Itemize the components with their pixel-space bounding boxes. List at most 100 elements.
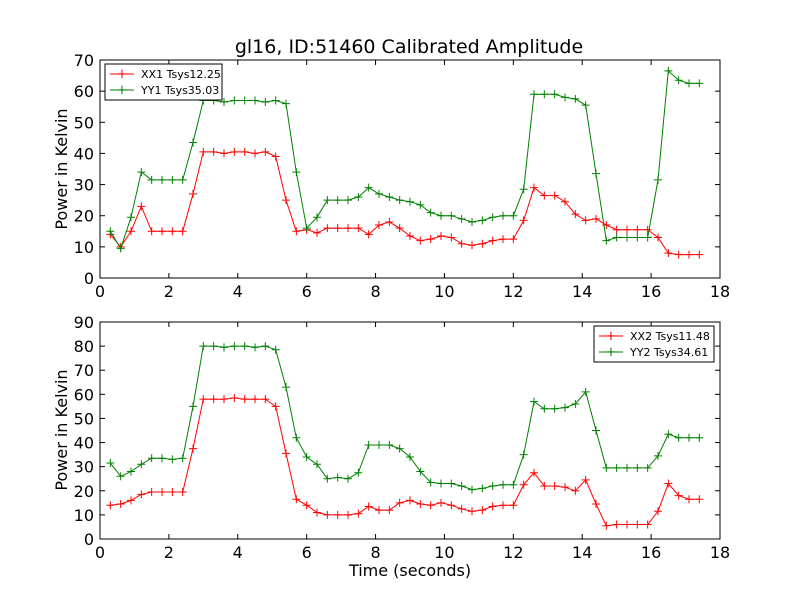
data-point: [478, 216, 487, 225]
y-tick-label: 10: [74, 506, 94, 525]
x-tick-label: 0: [95, 543, 105, 562]
data-point: [468, 241, 476, 250]
data-point: [447, 479, 456, 488]
x-tick-label: 16: [641, 282, 661, 301]
x-tick-label: 16: [641, 543, 661, 562]
data-point: [406, 231, 414, 240]
data-point: [385, 217, 394, 226]
data-point: [406, 453, 414, 462]
data-point: [251, 343, 259, 352]
data-point: [643, 463, 652, 472]
data-point: [333, 196, 342, 205]
data-point: [499, 211, 507, 220]
data-point: [571, 210, 580, 219]
data-point: [106, 227, 115, 236]
legend-box: [104, 63, 223, 101]
data-point: [375, 440, 383, 449]
data-point: [416, 500, 425, 509]
data-point: [220, 149, 228, 158]
data-point: [695, 433, 704, 442]
data-point: [623, 463, 631, 472]
data-point: [209, 395, 218, 404]
data-point: [426, 478, 435, 487]
data-point: [540, 404, 549, 413]
x-tick-label: 14: [572, 543, 592, 562]
data-point: [230, 342, 239, 351]
data-point: [251, 96, 259, 105]
data-point: [468, 507, 476, 516]
data-point: [633, 463, 642, 472]
data-point: [488, 502, 497, 511]
series-line-1: [109, 345, 700, 491]
y-tick-label: 70: [74, 51, 94, 70]
x-tick-label: 10: [434, 543, 454, 562]
x-tick-label: 12: [503, 282, 523, 301]
data-point: [354, 193, 363, 202]
data-point: [199, 395, 208, 404]
data-point: [323, 196, 332, 205]
data-point: [116, 244, 125, 253]
data-point: [695, 250, 704, 259]
data-point: [509, 235, 518, 244]
data-point: [571, 486, 580, 495]
data-point: [654, 175, 662, 184]
legend: + XX1 Tsys12.25 + YY1 Tsys35.03: [104, 63, 223, 101]
y-tick-label: 40: [74, 144, 94, 163]
data-point: [261, 147, 270, 156]
data-point: [685, 433, 693, 442]
data-point: [488, 236, 497, 245]
top-chart: gl16, ID:51460 Calibrated Amplitude 0 2 4 6…: [52, 36, 730, 301]
data-point: [240, 342, 249, 351]
data-point: [519, 185, 528, 194]
data-point: [612, 520, 621, 529]
data-point: [426, 501, 435, 510]
data-point: [468, 485, 476, 494]
data-point: [271, 96, 280, 105]
data-point: [385, 193, 394, 202]
data-point: [643, 233, 652, 242]
data-point: [530, 468, 538, 477]
data-point: [178, 487, 187, 496]
data-point: [313, 460, 321, 469]
legend-label-xx2: XX2 Tsys11.48: [630, 330, 710, 343]
data-point: [592, 426, 600, 435]
data-point: [437, 211, 445, 220]
data-point: [540, 90, 549, 99]
data-point: [478, 506, 487, 515]
data-point: [416, 467, 425, 476]
y-tick-label: 90: [74, 313, 94, 332]
data-point: [488, 213, 497, 222]
legend-marker-xx1: +: [117, 67, 128, 82]
data-point: [147, 487, 156, 496]
x-tick-label: 6: [302, 543, 312, 562]
data-point: [550, 90, 559, 99]
y-axis-label: Power in Kelvin: [52, 108, 71, 229]
y-tick-label: 40: [74, 434, 94, 453]
y-axis-label: Power in Kelvin: [52, 369, 71, 490]
data-point: [189, 189, 197, 198]
data-point: [168, 175, 177, 184]
data-point: [406, 197, 414, 206]
data-point: [354, 468, 363, 477]
legend-label-xx1: XX1 Tsys12.25: [141, 68, 221, 81]
x-tick-label: 18: [710, 543, 730, 562]
data-point: [416, 236, 425, 245]
data-point: [623, 225, 631, 234]
data-point: [447, 211, 456, 220]
data-point: [674, 433, 683, 442]
data-point: [364, 440, 373, 449]
data-point: [375, 189, 383, 198]
y-tick-label: 70: [74, 361, 94, 380]
data-point: [519, 480, 528, 489]
y-tick-label: 30: [74, 176, 94, 195]
data-point: [375, 221, 383, 230]
data-point: [561, 483, 569, 492]
x-tick-label: 8: [370, 282, 380, 301]
data-point: [540, 191, 549, 200]
data-point: [178, 227, 187, 236]
data-point: [633, 520, 642, 529]
data-point: [364, 183, 373, 192]
data-point: [550, 404, 559, 413]
data-point: [178, 175, 187, 184]
data-point: [447, 501, 456, 510]
